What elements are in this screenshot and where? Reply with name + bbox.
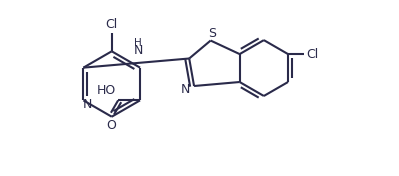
Text: Cl: Cl	[306, 48, 318, 61]
Text: H: H	[134, 38, 142, 48]
Text: N: N	[181, 83, 190, 96]
Text: N: N	[83, 98, 92, 111]
Text: Cl: Cl	[106, 18, 118, 31]
Text: S: S	[209, 27, 217, 40]
Text: O: O	[106, 119, 116, 132]
Text: HO: HO	[97, 84, 116, 97]
Text: N: N	[134, 44, 143, 57]
